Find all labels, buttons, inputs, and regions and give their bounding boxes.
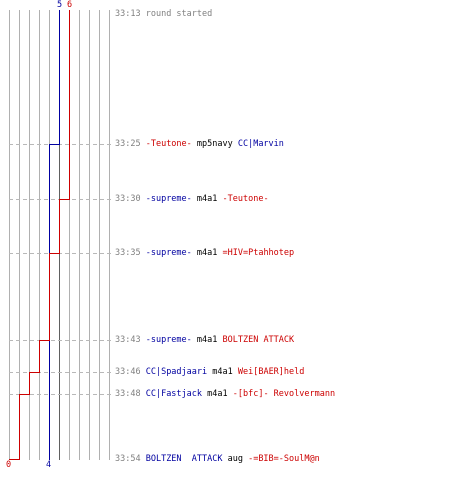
player-name: round started [145, 9, 213, 19]
player-name: =HIV=Ptahhotep [222, 248, 295, 258]
player-name: -Teutone- [222, 194, 269, 204]
player-name: -Teutone- [145, 139, 192, 149]
event-time: 33:30 [115, 194, 141, 204]
player-name: -supreme- [145, 194, 192, 204]
player-name: -supreme- [145, 335, 192, 345]
weapon-name: m4a1 [202, 389, 233, 399]
event-time: 33:25 [115, 139, 141, 149]
kill-log-entry: 33:13 round started [115, 9, 212, 19]
kill-log-entry: 33:35 -supreme- m4a1 =HIV=Ptahhotep [115, 248, 294, 258]
player-name: -supreme- [145, 248, 192, 258]
weapon-name: mp5navy [191, 139, 238, 149]
kill-log-entry: 33:30 -supreme- m4a1 -Teutone- [115, 194, 269, 204]
player-name: -[bfc]- Revolvermann [232, 389, 336, 399]
player-name: CC|Fastjack [145, 389, 203, 399]
event-time: 33:48 [115, 389, 141, 399]
event-time: 33:46 [115, 367, 141, 377]
red-start-score-label: 6 [67, 0, 73, 10]
event-time: 33:35 [115, 248, 141, 258]
weapon-name: m4a1 [191, 194, 223, 204]
player-name: -=BIB=-SoulM@n [248, 454, 320, 464]
kill-log-entry: 33:46 CC|Spadjaari m4a1 Wei[BAER]held [115, 367, 304, 377]
red-end-score-label: 0 [6, 460, 12, 470]
weapon-name: aug [222, 454, 249, 464]
player-name: BOLTZEN ATTACK [222, 335, 295, 345]
player-name: BOLTZEN ATTACK [145, 454, 223, 464]
red-team-score-line [9, 10, 70, 460]
weapon-name: m4a1 [191, 248, 223, 258]
blue-end-score-label: 4 [46, 460, 52, 470]
kill-log-entry: 33:43 -supreme- m4a1 BOLTZEN ATTACK [115, 335, 294, 345]
blue-team-score-line [49, 10, 60, 460]
player-name: CC|Spadjaari [145, 367, 208, 377]
weapon-name: m4a1 [191, 335, 223, 345]
kill-log-entry: 33:48 CC|Fastjack m4a1 -[bfc]- Revolverm… [115, 389, 335, 399]
event-time: 33:43 [115, 335, 141, 345]
kill-log-entry: 33:25 -Teutone- mp5navy CC|Marvin [115, 139, 284, 149]
player-name: CC|Marvin [237, 139, 284, 149]
weapon-name: m4a1 [207, 367, 238, 377]
event-time: 33:13 [115, 9, 141, 19]
player-name: Wei[BAER]held [237, 367, 305, 377]
blue-start-score-label: 5 [57, 0, 63, 10]
kill-log-entry: 33:54 BOLTZEN ATTACK aug -=BIB=-SoulM@n [115, 454, 320, 464]
event-time: 33:54 [115, 454, 141, 464]
